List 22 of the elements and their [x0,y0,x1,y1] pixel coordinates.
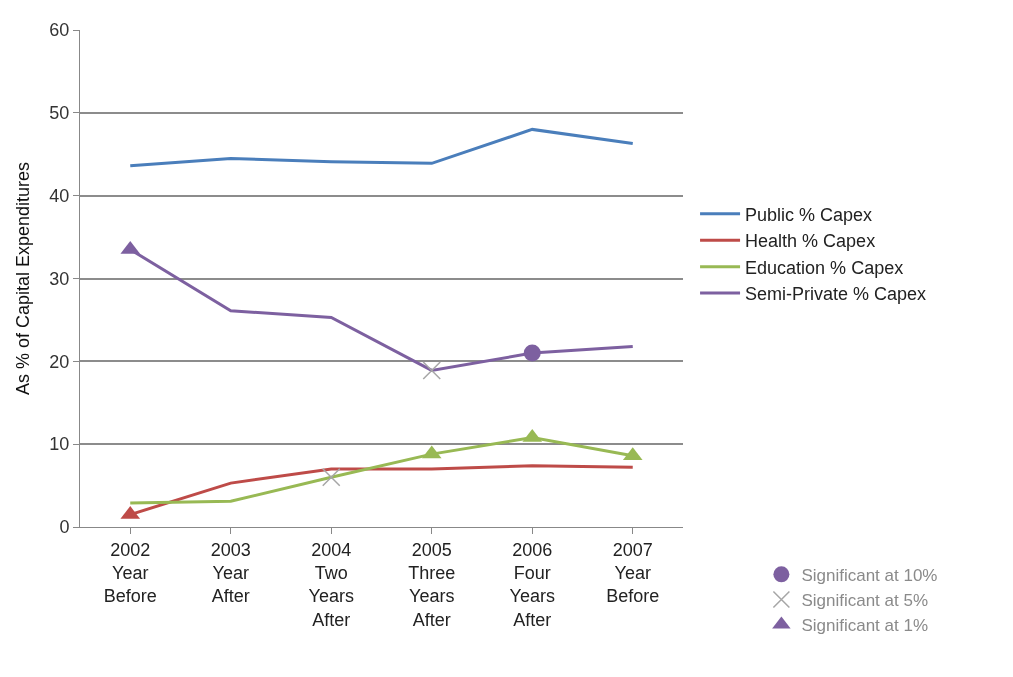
y-tick-label: 60 [49,20,70,41]
legend-label: Significant at 1% [801,616,929,636]
legend-label: Significant at 5% [801,591,929,611]
y-tick-label: 50 [49,103,70,124]
y-axis-title: As % of Capital Expenditures [12,161,33,396]
legend-label: Significant at 10% [801,566,938,585]
x-tick-label: 2006 Four Years After [509,539,555,630]
x-tick-label: 2003 Year After [210,539,251,607]
y-tick-label: 40 [49,185,70,206]
legend-label: Health % Capex [745,231,876,252]
x-tick-label: 2007 Year Before [606,539,660,607]
y-tick-label: 10 [49,434,70,455]
x-tick-label: 2004 Two Years After [308,539,354,630]
y-tick-label: 30 [49,268,70,289]
legend-label: Public % Capex [745,204,873,225]
x-tick-label: 2002 Year Before [103,539,157,607]
legend-label: Education % Capex [745,257,904,278]
line-series [128,127,635,168]
y-tick-label: 20 [49,351,70,372]
legend-label: Semi-Private % Capex [745,284,927,305]
x-tick-label: 2005 Three Years After [408,539,456,630]
y-tick-label: 0 [59,517,70,538]
